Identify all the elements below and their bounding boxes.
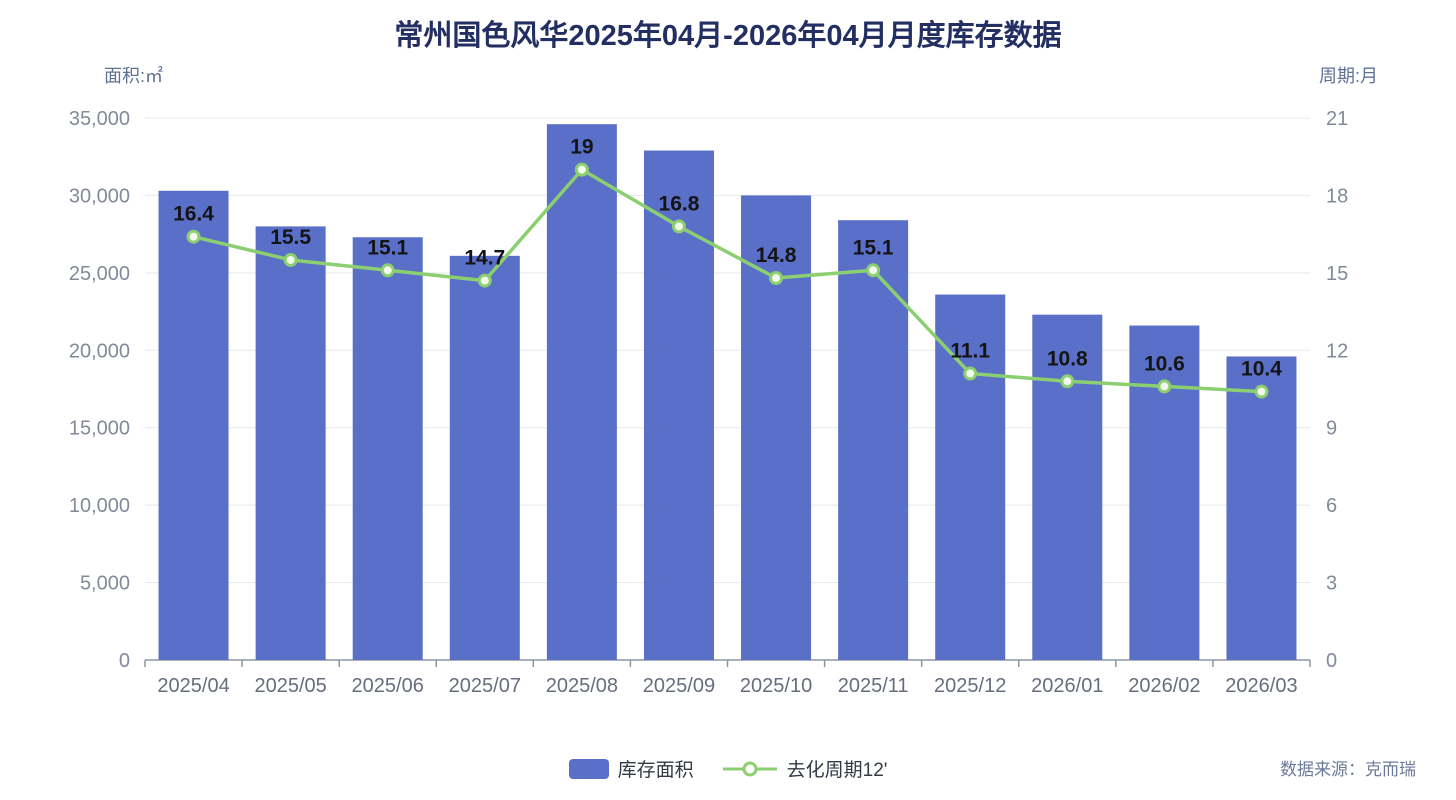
svg-text:10,000: 10,000 [69, 495, 130, 517]
svg-text:16.8: 16.8 [659, 192, 700, 215]
svg-text:2025/07: 2025/07 [449, 675, 521, 697]
svg-text:0: 0 [119, 650, 130, 672]
svg-text:15.1: 15.1 [367, 236, 408, 259]
svg-text:2025/11: 2025/11 [838, 675, 909, 697]
chart-title: 常州国色风华2025年04月-2026年04月月度库存数据 [394, 20, 1062, 52]
svg-text:15,000: 15,000 [69, 418, 130, 440]
svg-text:2025/09: 2025/09 [643, 675, 715, 697]
svg-text:20,000: 20,000 [69, 340, 130, 362]
svg-text:18: 18 [1326, 185, 1348, 207]
svg-text:30,000: 30,000 [69, 185, 130, 207]
svg-text:2025/08: 2025/08 [546, 675, 618, 697]
svg-text:0: 0 [1326, 650, 1337, 672]
legend-item-inventory-area[interactable]: 库存面积 [568, 755, 694, 782]
svg-text:3: 3 [1326, 573, 1337, 595]
svg-text:19: 19 [570, 136, 593, 159]
svg-text:10.6: 10.6 [1144, 352, 1185, 375]
svg-text:14.7: 14.7 [464, 247, 505, 270]
svg-text:5,000: 5,000 [80, 573, 130, 595]
svg-text:11.1: 11.1 [950, 340, 990, 363]
svg-text:9: 9 [1326, 418, 1337, 440]
svg-text:10.4: 10.4 [1241, 358, 1282, 381]
legend-item-clearance-cycle[interactable]: 去化周期12' [722, 755, 888, 782]
svg-text:2026/02: 2026/02 [1128, 675, 1200, 697]
line-series-swatch-icon [722, 761, 777, 776]
svg-text:2026/03: 2026/03 [1225, 675, 1297, 697]
svg-text:2026/01: 2026/01 [1031, 675, 1103, 697]
svg-text:14.8: 14.8 [756, 244, 797, 267]
svg-text:15.1: 15.1 [853, 236, 894, 259]
svg-text:16.4: 16.4 [173, 203, 214, 226]
svg-text:2025/10: 2025/10 [740, 675, 812, 697]
bar-series-swatch-icon [568, 758, 609, 779]
legend-line-label: 去化周期12' [786, 760, 888, 781]
left-axis-unit-label: 面积:㎡ [104, 66, 164, 86]
svg-text:12: 12 [1326, 340, 1348, 362]
svg-text:6: 6 [1326, 495, 1337, 517]
svg-text:10.8: 10.8 [1047, 347, 1088, 370]
right-axis-unit-label: 周期:月 [1318, 66, 1378, 86]
chart-legend: 库存面积 去化周期12' [0, 755, 1456, 782]
legend-bar-label: 库存面积 [617, 760, 694, 781]
svg-text:2025/12: 2025/12 [934, 675, 1006, 697]
svg-text:15.5: 15.5 [270, 226, 311, 249]
svg-text:2025/06: 2025/06 [352, 675, 424, 697]
svg-text:2025/05: 2025/05 [254, 675, 326, 697]
svg-text:35,000: 35,000 [69, 108, 130, 130]
data-source-note: 数据来源：克而瑞 [1280, 760, 1416, 779]
svg-text:21: 21 [1326, 108, 1348, 130]
svg-text:25,000: 25,000 [69, 263, 130, 285]
svg-text:2025/04: 2025/04 [157, 675, 229, 697]
svg-text:15: 15 [1326, 263, 1348, 285]
